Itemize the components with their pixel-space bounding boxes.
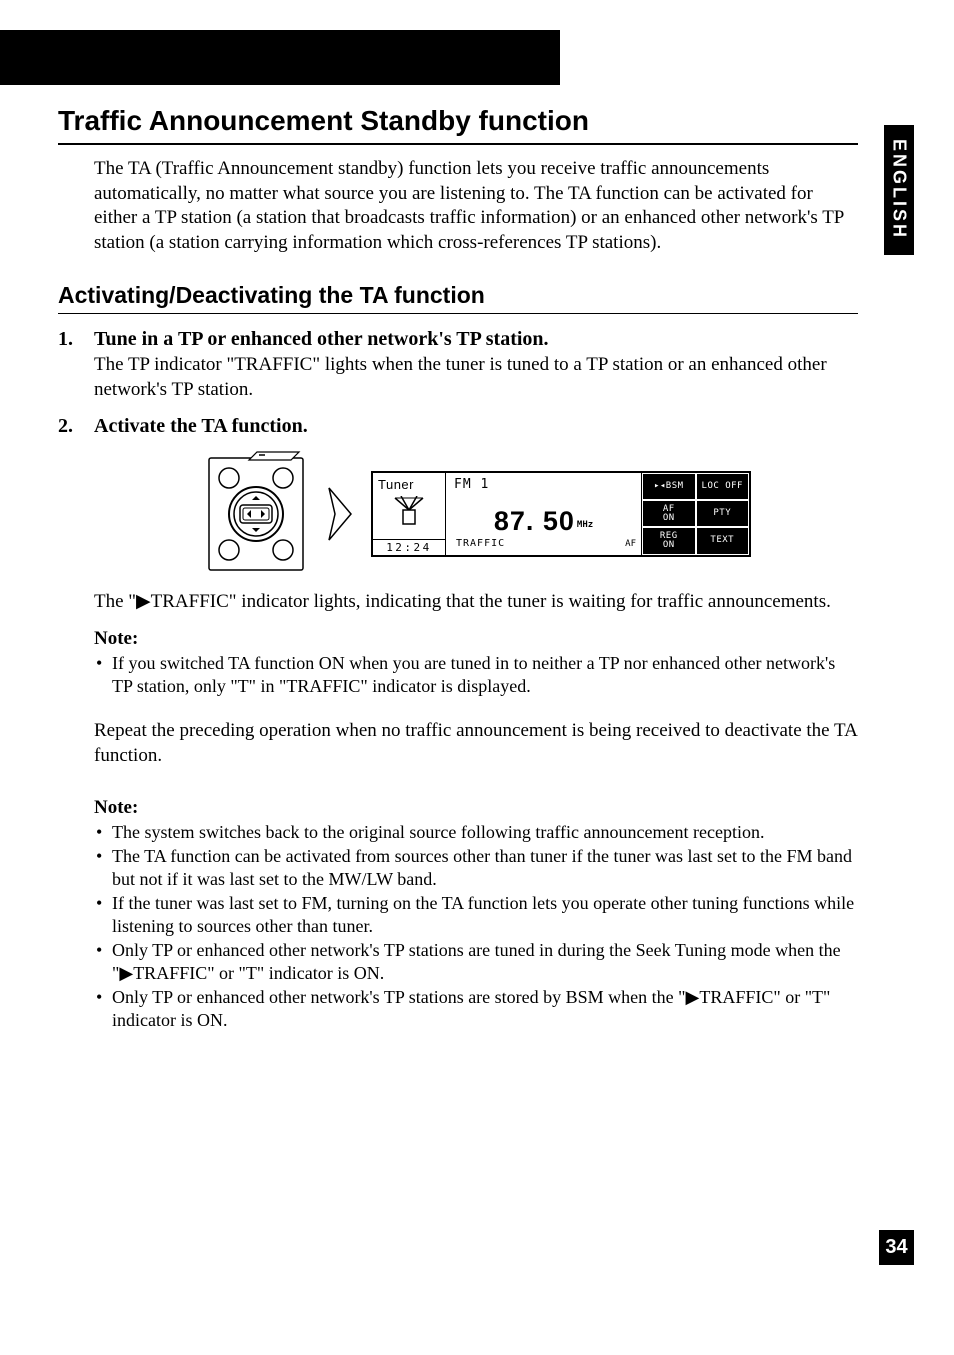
page-title: Traffic Announcement Standby function: [58, 105, 858, 137]
step-1: 1. Tune in a TP or enhanced other networ…: [58, 328, 858, 402]
lcd-display: Tuner 12:24 FM 1 87. 50: [371, 471, 751, 557]
note-2-list: The system switches back to the original…: [94, 821, 858, 1032]
lcd-tuner-label: Tuner: [373, 473, 445, 494]
section-heading: Activating/Deactivating the TA function: [58, 282, 858, 309]
step-1-title: Tune in a TP or enhanced other network's…: [94, 328, 549, 351]
lcd-freq-unit: MHz: [577, 520, 593, 530]
lcd-cell-text: TEXT: [697, 528, 749, 553]
lcd-mid-panel: FM 1 87. 50 MHz TRAFFIC AF: [445, 473, 641, 555]
note-2-item: Only TP or enhanced other network's TP s…: [94, 939, 858, 984]
lcd-band: FM 1: [446, 473, 641, 492]
note-1-item: If you switched TA function ON when you …: [94, 652, 858, 697]
intro-paragraph: The TA (Traffic Announcement standby) fu…: [94, 157, 858, 256]
note-2-item: Only TP or enhanced other network's TP s…: [94, 986, 858, 1031]
title-rule: [58, 143, 858, 145]
section-rule: [58, 313, 858, 315]
step-1-number: 1.: [58, 328, 94, 351]
lcd-signal-icon: [373, 494, 445, 539]
note-1-list: If you switched TA function ON when you …: [94, 652, 858, 697]
lcd-cell-bsm: ▸◂BSM: [643, 474, 695, 499]
note-2-item: The TA function can be activated from so…: [94, 845, 858, 890]
arrow-icon: [327, 484, 355, 544]
header-black-bar: [0, 30, 560, 85]
note-2-heading: Note:: [94, 797, 858, 819]
note-2-item: The system switches back to the original…: [94, 821, 858, 844]
lcd-freq-value: 87. 50: [494, 506, 575, 537]
lcd-cell-pty: PTY: [697, 501, 749, 526]
language-tab: ENGLISH: [884, 125, 914, 255]
lcd-right-panel: ▸◂BSM LOC OFF AF ON PTY REG ON TEXT: [641, 473, 749, 555]
step-2: 2. Activate the TA function.: [58, 415, 858, 438]
lcd-cell-locoff: LOC OFF: [697, 474, 749, 499]
page-number: 34: [879, 1230, 914, 1265]
lcd-traffic-indicator: TRAFFIC: [456, 538, 505, 549]
lcd-left-panel: Tuner 12:24: [373, 473, 445, 555]
after-lcd-paragraph: The "▶TRAFFIC" indicator lights, indicat…: [94, 590, 858, 615]
step-2-title: Activate the TA function.: [94, 415, 308, 438]
language-tab-text: ENGLISH: [889, 139, 910, 240]
lcd-cell-regon: REG ON: [643, 528, 695, 553]
diagram-row: Tuner 12:24 FM 1 87. 50: [94, 450, 858, 578]
repeat-paragraph: Repeat the preceding operation when no t…: [94, 719, 858, 768]
step-1-body: The TP indicator "TRAFFIC" lights when t…: [94, 353, 858, 402]
page-content: Traffic Announcement Standby function Th…: [58, 105, 858, 1033]
lcd-af-indicator: AF: [625, 539, 636, 549]
note-1-heading: Note:: [94, 628, 858, 650]
lcd-cell-afon: AF ON: [643, 501, 695, 526]
remote-illustration: [201, 450, 311, 578]
step-2-number: 2.: [58, 415, 94, 438]
note-2-item: If the tuner was last set to FM, turning…: [94, 892, 858, 937]
lcd-time: 12:24: [373, 539, 445, 555]
